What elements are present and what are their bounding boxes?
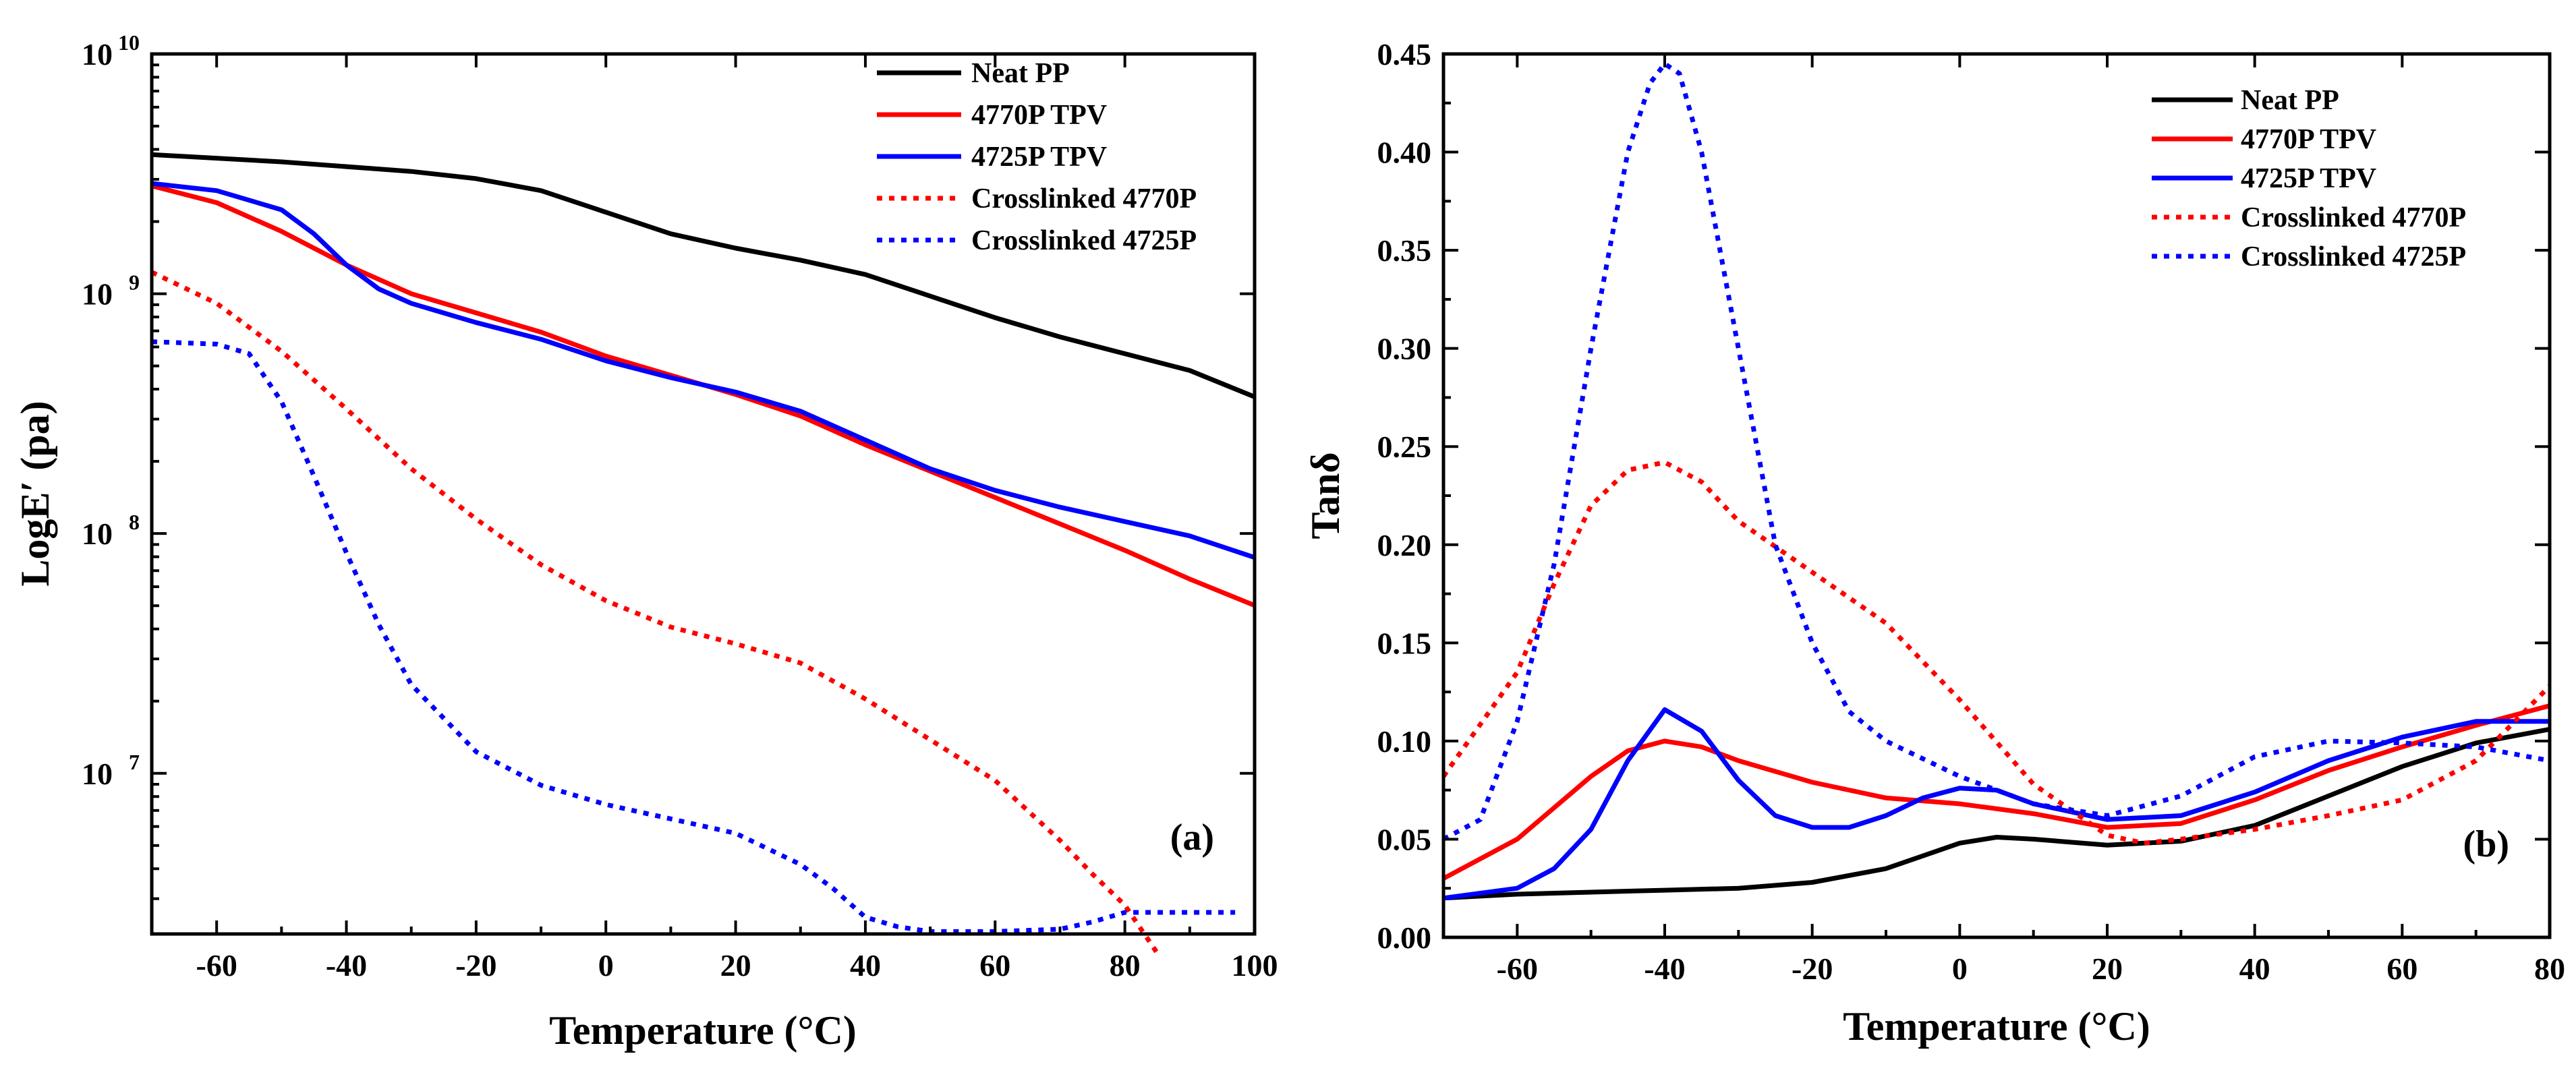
- panel-a-y-tick-label: 10: [82, 37, 113, 71]
- panel-b-x-tick-label: 80: [2534, 952, 2565, 986]
- panel-b-y-tick-label: 0.25: [1377, 430, 1432, 464]
- panel-b-legend-label: Crosslinked 4770P: [2241, 202, 2466, 233]
- panel-b-series-3: [1443, 707, 2550, 901]
- panel-b-series-5: [1442, 61, 2550, 842]
- panel-b-x-tick-label: 40: [2239, 952, 2270, 986]
- panel-a-y-axis-title: LogE′ (pa): [13, 401, 57, 586]
- panel-a-series-layer: [150, 152, 1256, 955]
- panel-b-series-2: [1442, 703, 2550, 881]
- panel-a-y-tick-label: 10: [82, 517, 113, 551]
- panel-a-y-tick-exponent: 7: [129, 750, 140, 774]
- panel-b-legend-label: Neat PP: [2241, 85, 2339, 116]
- panel-b-y-tick-label: 0.05: [1377, 822, 1432, 856]
- panel-b: -60 -40 -20 0 20 40 60 80 0.000.050.100.150.200…: [1303, 37, 2565, 1049]
- panel-a-x-tick-label: -40: [326, 948, 367, 983]
- panel-a-series-1: [151, 152, 1256, 399]
- panel-a-x-tick-label: 0: [598, 948, 614, 983]
- panel-a-plot-area: [152, 54, 1255, 934]
- panel-a-series-4: [150, 270, 1160, 955]
- panel-a-x-tick-label: -20: [455, 948, 496, 983]
- panel-b-y-tick-label: 0.40: [1377, 136, 1432, 170]
- panel-a-x-axis-title: Temperature (°C): [549, 1008, 857, 1053]
- panel-b-plot-area: [1443, 54, 2550, 937]
- panel-b-x-tick-label: 0: [1952, 952, 1968, 986]
- panel-a-series-5: [151, 339, 1236, 934]
- panel-a-y-tick-exponent: 8: [129, 510, 140, 534]
- panel-a-x-tick-label: 80: [1110, 948, 1141, 983]
- panel-b-label: (b): [2463, 823, 2509, 865]
- panel-b-x-axis-ticks: -60 -40 -20 0 20 40 60 80: [1442, 54, 2565, 986]
- panel-b-series-4: [1441, 460, 2552, 846]
- panel-a-y-tick-label: 10: [82, 757, 113, 791]
- panel-a-x-tick-label: 40: [850, 948, 881, 983]
- panel-b-x-axis-title: Temperature (°C): [1843, 1004, 2150, 1049]
- panel-a-y-tick-exponent: 10: [118, 30, 140, 55]
- panel-a-label: (a): [1170, 817, 1214, 858]
- panel-b-series-1: [1443, 726, 2550, 901]
- panel-b-y-tick-label: 0.45: [1377, 37, 1432, 71]
- panel-a-legend: Neat PP 4770P TPV 4725P TPV Crosslinked 477…: [877, 58, 1197, 256]
- panel-a-frame: [150, 52, 1257, 936]
- panel-b-x-tick-label: 60: [2386, 952, 2417, 986]
- panel-a-x-tick-label: -60: [196, 948, 237, 983]
- panel-a-y-tick-label: 10: [82, 277, 113, 312]
- panel-b-legend-label: Crosslinked 4725P: [2241, 241, 2466, 272]
- panel-b-legend-label: 4770P TPV: [2241, 124, 2376, 155]
- panel-b-legend: Neat PP 4770P TPV 4725P TPV Crosslinked 477…: [2152, 85, 2466, 272]
- panel-a-legend-label: Neat PP: [971, 58, 1070, 89]
- panel-b-y-axis-title: Tanδ: [1303, 452, 1348, 539]
- panel-a-x-tick-label: 60: [979, 948, 1010, 983]
- panel-a-x-tick-label: 100: [1232, 948, 1278, 983]
- panel-a-series-3: [151, 181, 1256, 560]
- panel-b-series-layer: [1441, 61, 2552, 901]
- panel-b-y-tick-label: 0.00: [1377, 920, 1432, 955]
- panel-b-y-tick-label: 0.20: [1377, 528, 1432, 562]
- panel-b-y-tick-label: 0.15: [1377, 626, 1432, 660]
- panel-a-x-axis-ticks: -60 -40 -20 0 20 40 60 80 100: [150, 54, 1278, 983]
- panel-b-y-tick-label: 0.30: [1377, 332, 1432, 366]
- panel-b-y-tick-label: 0.35: [1377, 233, 1432, 268]
- panel-a-legend-label: 4725P TPV: [971, 142, 1107, 173]
- panel-a-legend-label: 4770P TPV: [971, 100, 1107, 131]
- panel-b-legend-label: 4725P TPV: [2241, 163, 2376, 194]
- panel-a-legend-label: Crosslinked 4725P: [971, 225, 1197, 256]
- panel-b-y-axis-ticks: 0.00 0.05 0.10 0.15 0.20 0.25 0.30 0.35 0.40 0.45: [1377, 37, 2550, 955]
- panel-b-y-tick-label: 0.10: [1377, 724, 1432, 759]
- panel-a-y-tick-exponent: 9: [129, 270, 140, 295]
- panel-a-legend-label: Crosslinked 4770P: [971, 183, 1197, 214]
- panel-b-x-tick-label: -20: [1792, 952, 1833, 986]
- panel-b-x-tick-label: -60: [1497, 952, 1538, 986]
- panel-b-x-tick-label: 20: [2092, 952, 2123, 986]
- panel-b-x-tick-label: -40: [1644, 952, 1685, 986]
- panel-a-x-tick-label: 20: [720, 948, 751, 983]
